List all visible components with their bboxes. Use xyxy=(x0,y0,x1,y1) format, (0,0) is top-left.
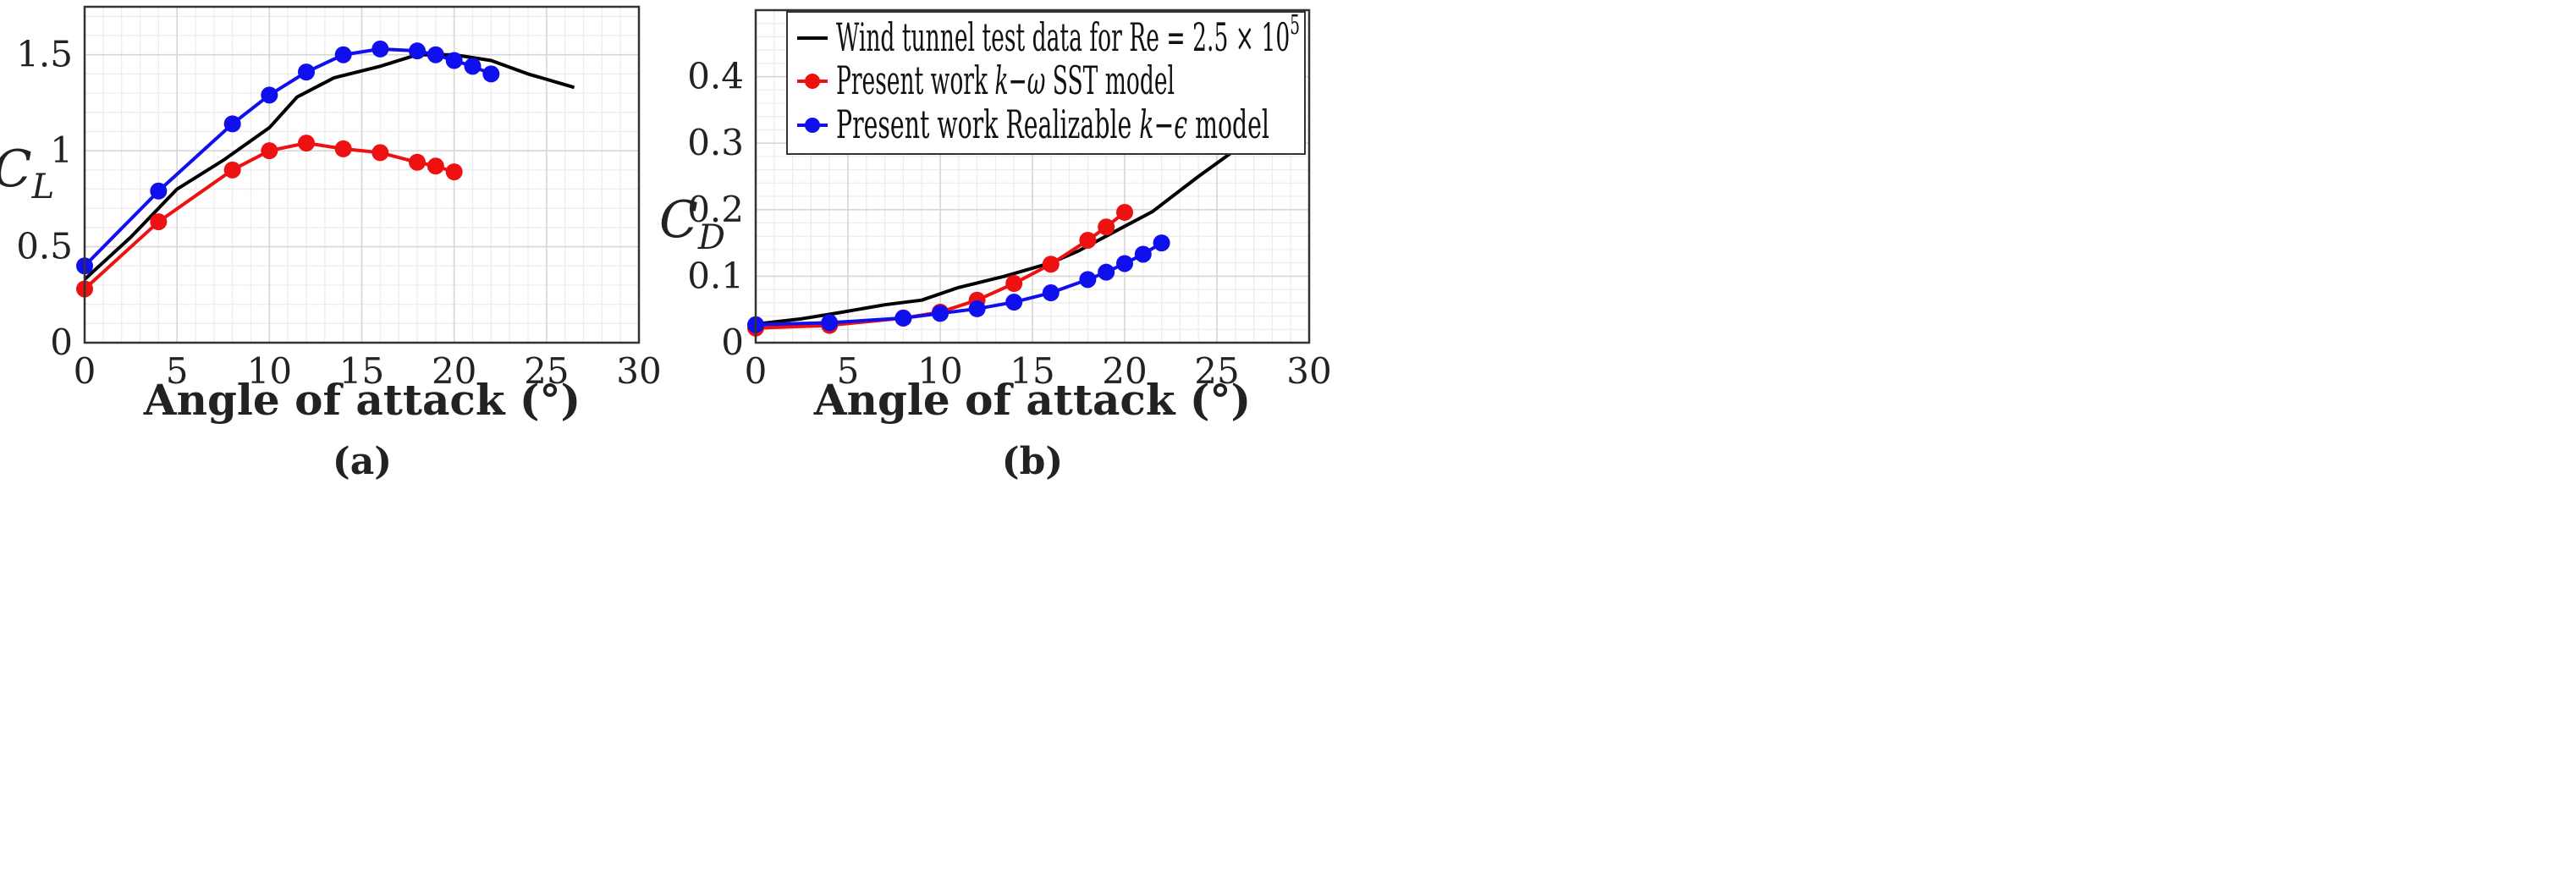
y-tick-label: 1.5 xyxy=(16,34,73,75)
data-point xyxy=(1005,275,1023,293)
legend-box xyxy=(786,11,1306,155)
data-point xyxy=(150,213,168,231)
data-point xyxy=(445,52,463,69)
x-tick-label: 10 xyxy=(917,350,962,392)
data-point xyxy=(1042,256,1060,273)
data-point xyxy=(464,58,482,75)
y-tick-label: 1 xyxy=(50,129,73,171)
panel-b-tick-labels: 0 5 10 15 20 25 30 0 0.1 0.2 0.3 0.4 xyxy=(687,56,1332,392)
data-point xyxy=(1079,231,1097,249)
x-tick-label: 15 xyxy=(339,350,384,392)
data-point xyxy=(409,42,426,60)
y-tick-label: 0.3 xyxy=(687,122,744,163)
legend-marker-realizable-k-epsilon xyxy=(805,118,820,133)
data-point xyxy=(1098,263,1115,281)
legend-label-realizable-k-epsilon: Present work Realizable k−ϵ model xyxy=(836,102,1269,147)
data-point xyxy=(372,144,389,162)
data-point xyxy=(223,161,241,179)
x-tick-label: 10 xyxy=(247,350,292,392)
data-point xyxy=(932,305,949,322)
series-line-0 xyxy=(83,52,575,281)
data-point xyxy=(223,115,241,133)
data-point xyxy=(334,46,352,63)
data-point xyxy=(427,157,444,175)
data-point xyxy=(1098,218,1115,236)
data-point xyxy=(1042,284,1060,302)
panel-a-y-axis-label: CL xyxy=(0,140,54,206)
legend-marker-k-omega-sst xyxy=(805,74,820,89)
panel-a-series xyxy=(76,40,575,298)
panel-b-y-axis-symbol: C xyxy=(659,190,698,250)
data-point xyxy=(968,300,986,317)
y-tick-label: 0.1 xyxy=(687,255,744,296)
legend-entry-k-omega-sst: Present work k−ω SST model xyxy=(797,58,1175,103)
panel-a-caption: (a) xyxy=(333,440,392,483)
data-point xyxy=(821,314,839,332)
legend-entry-wind-tunnel: Wind tunnel test data for Re = 2.5 × 105 xyxy=(797,8,1300,60)
panel-a-x-axis-label: Angle of attack (°) xyxy=(143,375,581,425)
series-line-1 xyxy=(83,141,455,290)
panel-b-y-axis-subscript: D xyxy=(697,218,725,257)
panel-b-x-axis-label: Angle of attack (°) xyxy=(813,375,1251,425)
legend-entry-realizable-k-epsilon: Present work Realizable k−ϵ model xyxy=(797,102,1269,147)
data-point xyxy=(150,182,168,200)
data-point xyxy=(427,46,444,63)
x-tick-label: 5 xyxy=(837,350,860,392)
x-tick-label: 25 xyxy=(524,350,569,392)
panel-a-tick-labels: 0 5 10 15 20 25 30 0 0.5 1 1.5 xyxy=(16,34,662,392)
x-tick-label: 15 xyxy=(1010,350,1054,392)
series-line-0 xyxy=(755,141,1246,326)
panel-a-y-axis-subscript: L xyxy=(31,168,55,206)
y-tick-label: 0.4 xyxy=(687,56,744,97)
y-tick-label: 0 xyxy=(721,322,744,363)
panel-b-series xyxy=(747,141,1246,337)
data-point xyxy=(482,65,500,83)
data-point xyxy=(298,135,315,152)
data-point xyxy=(409,153,426,171)
panel-a-gridlines xyxy=(84,7,640,344)
panel-b-plot-frame xyxy=(754,8,1311,344)
data-point xyxy=(261,86,278,104)
legend: Wind tunnel test data for Re = 2.5 × 105… xyxy=(786,8,1306,155)
panel-b-caption: (b) xyxy=(1002,440,1063,483)
x-tick-label: 0 xyxy=(745,350,768,392)
data-point xyxy=(1079,271,1097,289)
data-point xyxy=(261,142,278,160)
data-point xyxy=(1116,255,1133,272)
x-tick-label: 30 xyxy=(1286,350,1331,392)
data-point xyxy=(298,63,315,81)
panel-b-y-axis-label: CD xyxy=(659,190,725,257)
x-tick-label: 5 xyxy=(166,350,189,392)
y-tick-label: 0.2 xyxy=(687,189,744,230)
data-point xyxy=(1134,245,1152,263)
panel-a-y-axis-symbol: C xyxy=(0,140,32,199)
x-tick-label: 30 xyxy=(616,350,661,392)
panel-a-cl-chart: 0 5 10 15 20 25 30 0 0.5 1 1.5 Angle of attack (°)… xyxy=(0,5,662,483)
x-tick-label: 0 xyxy=(74,350,96,392)
y-tick-label: 0 xyxy=(50,322,73,363)
data-point xyxy=(894,309,912,327)
data-point xyxy=(372,40,389,58)
data-point xyxy=(334,140,352,157)
legend-label-wind-tunnel: Wind tunnel test data for Re = 2.5 × 105 xyxy=(836,8,1300,60)
data-point xyxy=(445,163,463,181)
legend-label-k-omega-sst: Present work k−ω SST model xyxy=(836,58,1175,103)
x-tick-label: 20 xyxy=(432,350,476,392)
y-tick-label: 0.5 xyxy=(16,226,73,267)
x-tick-label: 25 xyxy=(1194,350,1239,392)
panel-b-cd-chart: 0 5 10 15 20 25 30 0 0.1 0.2 0.3 0.4 Angle of attac… xyxy=(659,8,1332,483)
data-point xyxy=(1116,203,1133,221)
x-tick-label: 20 xyxy=(1102,350,1147,392)
data-point xyxy=(1153,234,1170,252)
data-point xyxy=(1005,294,1023,311)
panel-a-plot-frame xyxy=(83,5,641,344)
